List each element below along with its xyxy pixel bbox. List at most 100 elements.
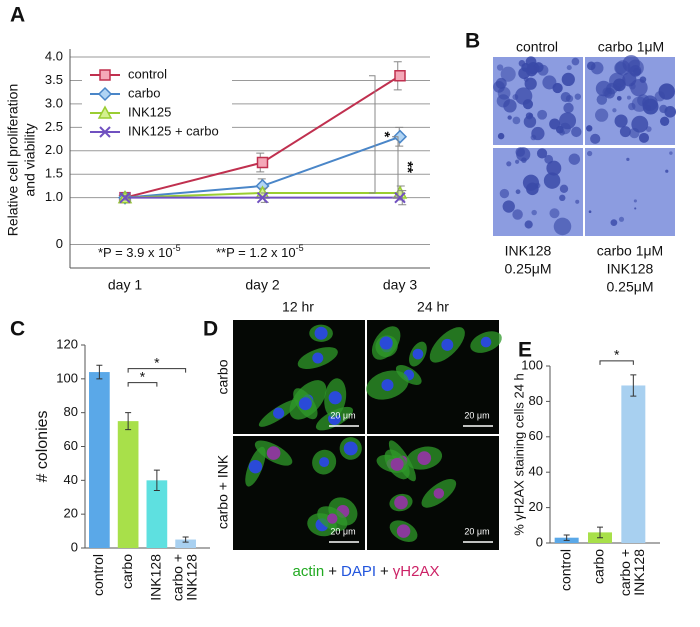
x-tick-label: day 3 (383, 277, 417, 293)
significance-label: * (614, 347, 620, 363)
x-tick-label: day 1 (108, 277, 142, 293)
row-label: carbo + INK (215, 454, 231, 529)
bar (146, 480, 168, 548)
y-tick-label: 3.5 (45, 72, 63, 87)
colony (502, 200, 515, 213)
significance-bracket (369, 75, 376, 194)
y-tick-label: 0 (71, 539, 78, 554)
colony (590, 61, 604, 75)
colony (522, 174, 540, 191)
error-bar (125, 412, 132, 431)
colony (659, 116, 670, 126)
y-tick-label: 100 (56, 370, 78, 385)
colony (525, 56, 537, 68)
colony (525, 64, 538, 77)
y-axis-label: % γH2AX staining cells 24 h (511, 373, 526, 536)
colony (638, 132, 650, 143)
colony-image (585, 148, 675, 236)
y-tick-label: 1.0 (45, 189, 63, 204)
colony (566, 65, 572, 71)
colony (665, 169, 669, 173)
cell-nucleus (379, 336, 393, 350)
colony (515, 189, 521, 195)
error-bar (182, 536, 189, 543)
colony (507, 115, 512, 120)
colony (560, 91, 571, 103)
colony (497, 86, 511, 100)
column-label: carbo 1μM (598, 39, 664, 55)
colony (549, 208, 560, 219)
cell-nucleus (480, 336, 492, 348)
colony (571, 57, 580, 66)
annotation: *P = 3.9 x 10-5 (98, 243, 181, 260)
colony (642, 98, 659, 115)
colony (654, 91, 665, 102)
colony (543, 172, 561, 189)
colony (669, 151, 673, 155)
legend-marker (99, 126, 111, 138)
y-tick-label: 100 (521, 357, 543, 372)
marker (256, 156, 269, 169)
legend-label: control (128, 66, 167, 81)
y-tick-label: 20 (64, 506, 78, 521)
cell-nucleus (312, 352, 324, 364)
cell-nucleus (412, 348, 424, 360)
colony (506, 161, 512, 167)
y-tick-label: 80 (529, 393, 543, 408)
panel-letter: B (465, 30, 480, 53)
error-bar (630, 374, 637, 397)
colony (631, 115, 649, 133)
x-tick-label: INK128 (183, 554, 199, 601)
scale-bar-label: 20 μm (464, 526, 489, 536)
stain-name: DAPI (341, 563, 376, 580)
cell-nucleus (328, 391, 342, 405)
panel-letter: C (10, 318, 25, 341)
colony (503, 99, 517, 113)
colony (537, 109, 548, 120)
stain-separator: + (380, 563, 389, 580)
colony (626, 95, 631, 100)
column-label: 24 hr (417, 299, 449, 315)
annotation-exponent: -5 (296, 243, 304, 253)
colony (500, 66, 516, 82)
stain-separator: + (328, 563, 337, 580)
colony (549, 118, 561, 130)
colony (515, 159, 520, 164)
colony (559, 122, 571, 135)
colony (614, 61, 627, 75)
colony (630, 78, 648, 97)
annotation: **P = 1.2 x 10-5 (216, 243, 304, 260)
y-axis-label: and viability (22, 123, 38, 196)
x-tick-label: INK128 (631, 549, 647, 596)
marker (394, 191, 406, 204)
cell-nucleus (343, 441, 358, 456)
colony (516, 147, 531, 162)
colony (612, 78, 626, 92)
y-tick-label: 1.5 (45, 166, 63, 181)
colony (659, 104, 668, 114)
error-bar (398, 190, 407, 206)
legend-marker (97, 86, 113, 102)
cell-nucleus (248, 459, 263, 474)
stain-legend: actin + DAPI + γH2AX (293, 563, 440, 580)
colony (590, 133, 601, 144)
panel-letter: A (10, 4, 25, 27)
y-tick-label: 60 (529, 428, 543, 443)
marker (394, 70, 406, 82)
legend-label: carbo (128, 85, 161, 100)
colony (616, 95, 622, 101)
significance-bracket (599, 360, 634, 365)
colony (563, 102, 574, 114)
error-bar (96, 364, 103, 380)
error-bar (153, 469, 160, 491)
cell-nucleus (319, 457, 330, 468)
colony (561, 72, 575, 87)
cell-nucleus (327, 513, 338, 524)
x-tick-label: day 2 (245, 277, 279, 293)
y-tick-label: 2.5 (45, 119, 63, 134)
significance-label: * (154, 354, 160, 370)
legend-marker (99, 69, 111, 81)
colony (618, 216, 625, 222)
significance-bracket (392, 136, 399, 199)
